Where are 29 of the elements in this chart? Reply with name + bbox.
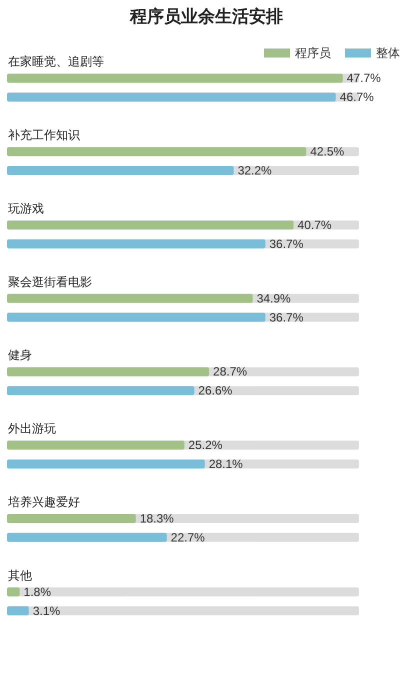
data-label: 22.7% [170,530,206,544]
y-tick-label: 外出游玩 [8,422,56,436]
data-label: 18.3% [140,511,174,526]
data-label: 1.8% [24,584,52,599]
data-label: 46.7% [340,90,374,104]
y-tick-label: 其他 [8,568,32,582]
data-label: 36.7% [269,310,304,324]
data-label: 3.1% [32,604,61,618]
data-label: 26.6% [198,384,233,398]
legend-label: 程序员 [295,46,331,60]
y-tick-label: 在家睡觉、追剧等 [8,54,104,69]
data-label: 25.2% [188,438,223,452]
legend-label: 整体 [376,46,400,60]
data-label: 32.2% [238,164,272,178]
y-tick-label: 培养兴趣爱好 [7,494,80,509]
data-label: 36.7% [269,236,304,251]
data-label: 40.7% [298,218,332,232]
data-label: 34.9% [256,291,292,306]
data-label: 28.7% [213,364,248,379]
chart-title: 程序员业余生活安排 [129,7,283,26]
data-label: 47.7% [346,71,382,86]
bar [7,606,29,616]
y-tick-label: 补充工作知识 [8,128,80,142]
bar [7,587,20,596]
y-tick-label: 健身 [8,348,32,362]
data-label: 28.1% [208,457,244,472]
y-tick-label: 玩游戏 [8,201,44,216]
data-label: 42.5% [310,144,345,159]
y-tick-label: 聚会逛街看电影 [8,274,92,289]
